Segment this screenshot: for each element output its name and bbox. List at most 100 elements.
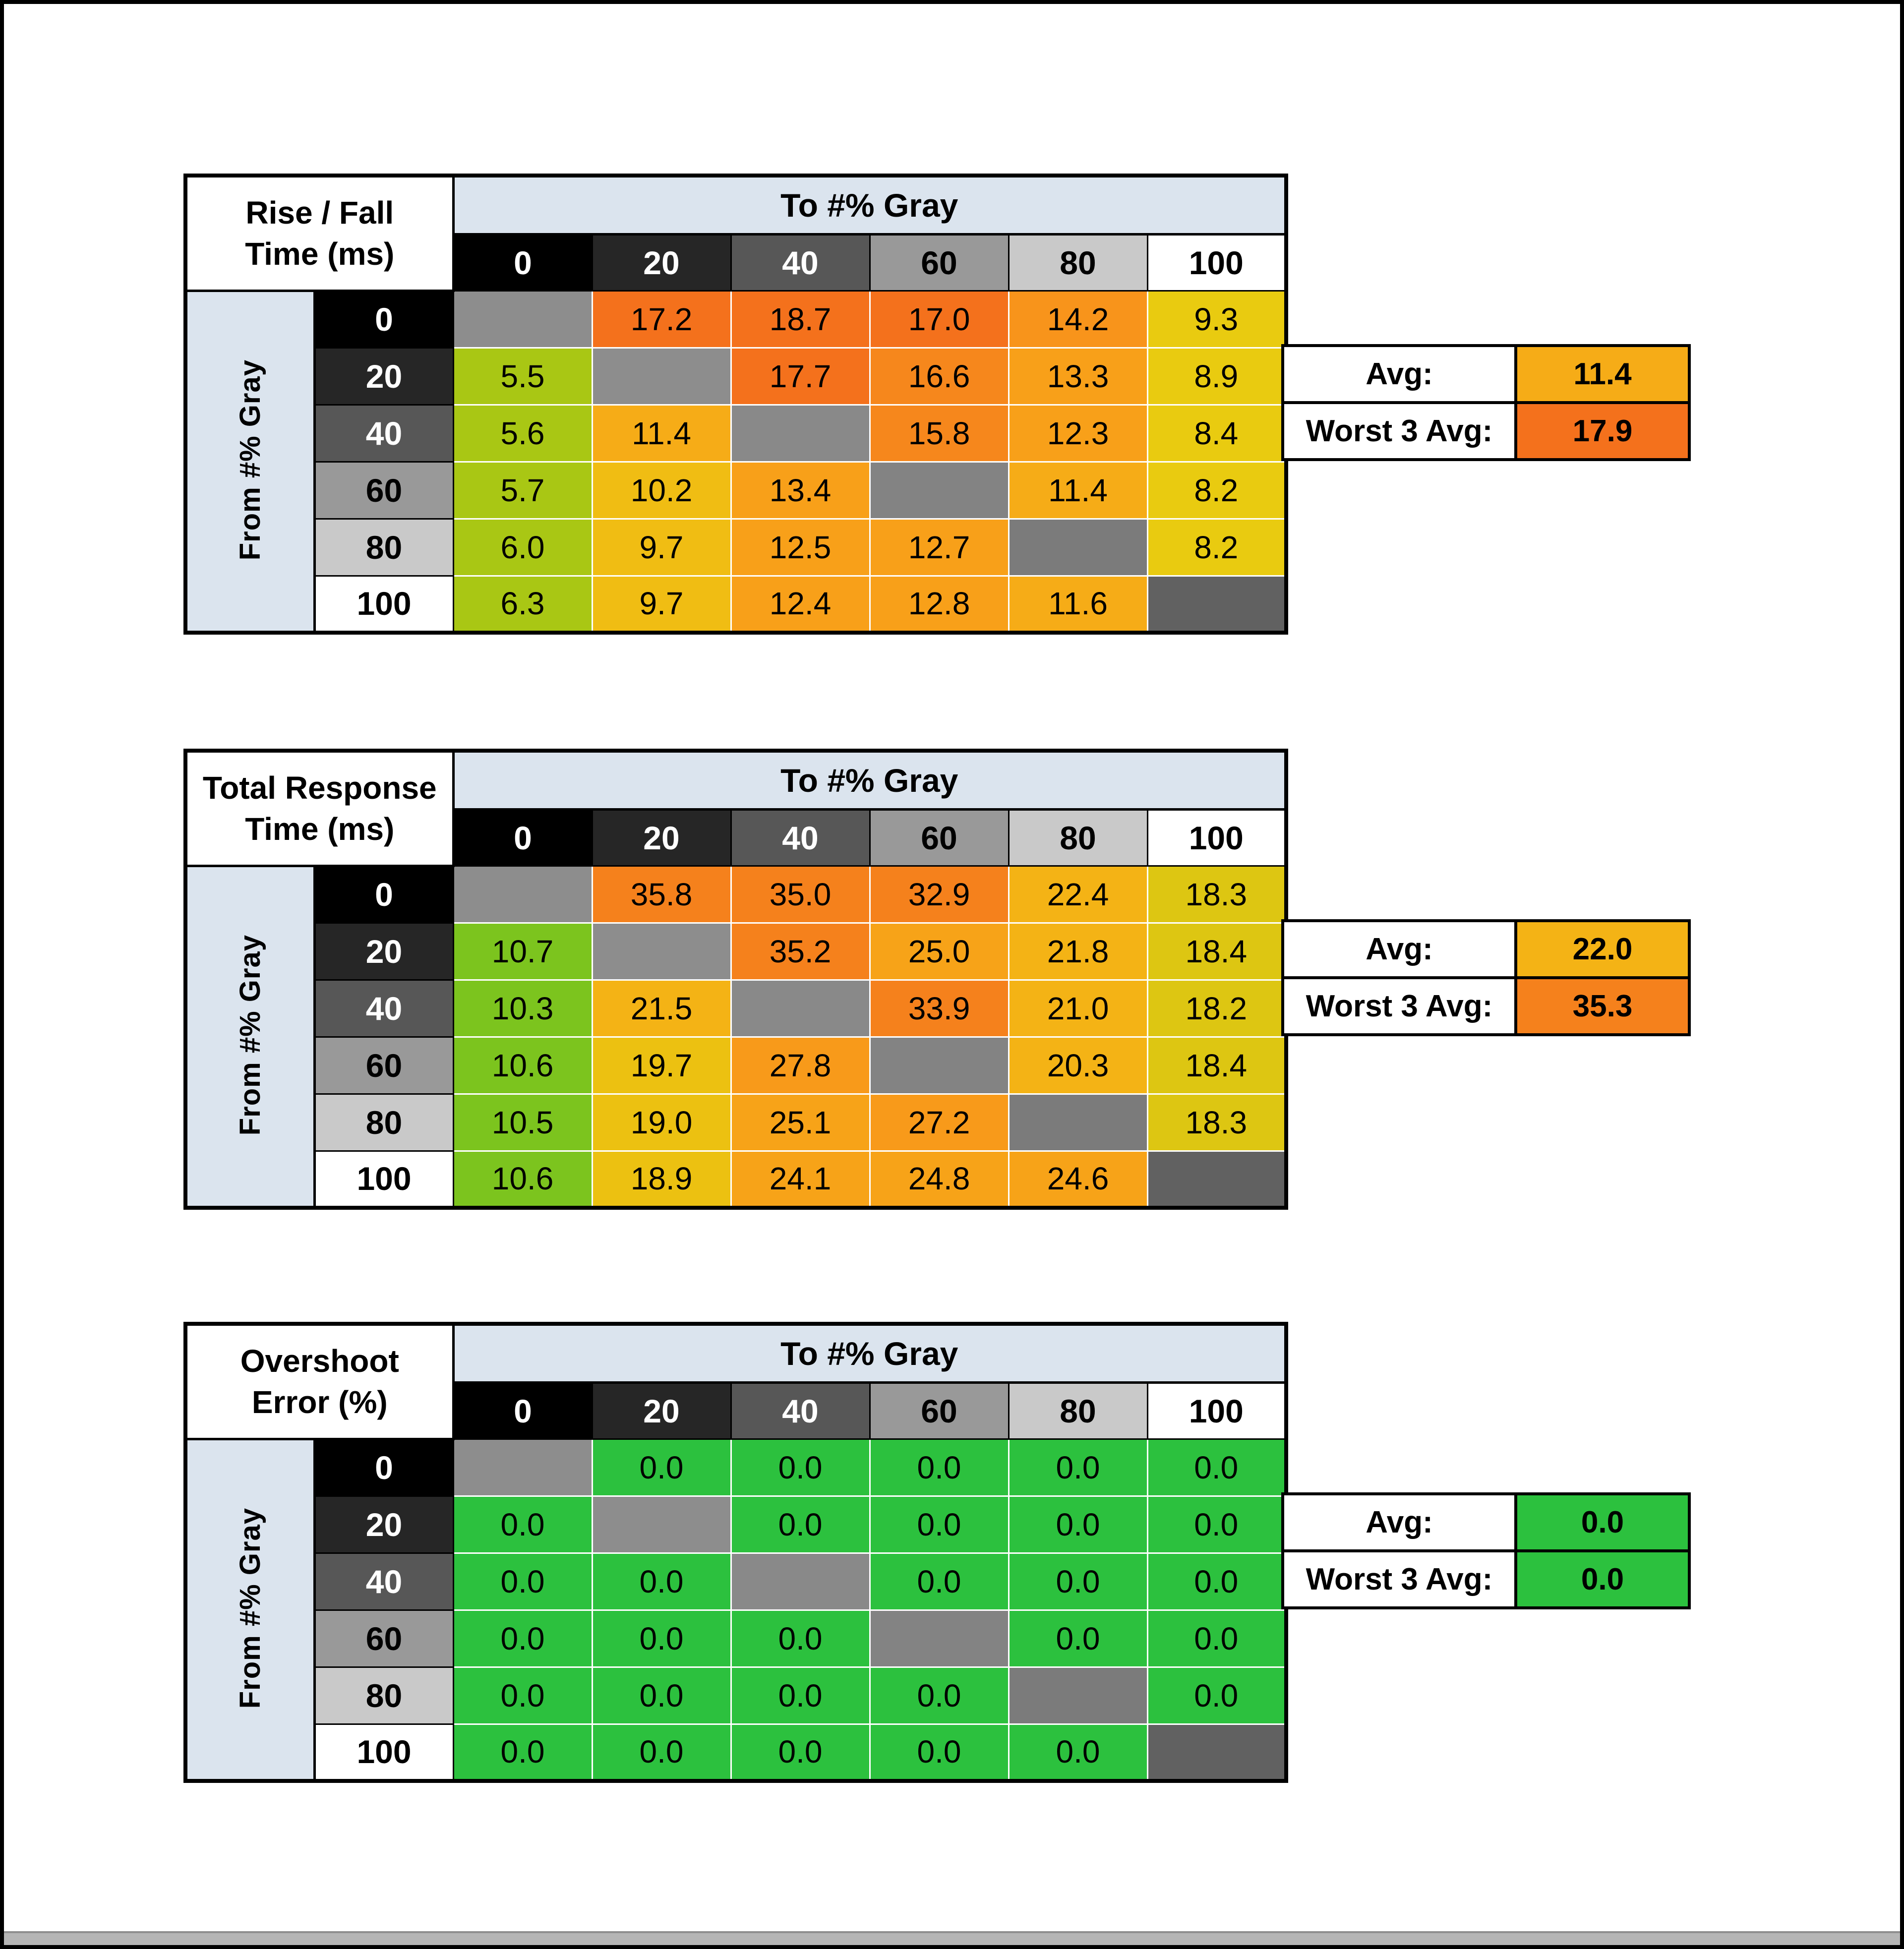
value-cell-20-to-100: 0.0 bbox=[1146, 1495, 1287, 1554]
value-cell-40-to-60: 15.8 bbox=[869, 404, 1010, 463]
value-cell-80-to-0: 0.0 bbox=[452, 1666, 593, 1725]
diagonal-blank-cell bbox=[1008, 518, 1148, 577]
value-cell-100-to-20: 0.0 bbox=[591, 1723, 732, 1782]
col-header-60: 60 bbox=[869, 808, 1010, 867]
column-header-row: 0 20 40 60 80 100 bbox=[185, 1381, 1287, 1440]
value-cell-80-to-60: 27.2 bbox=[869, 1093, 1010, 1152]
col-header-40: 40 bbox=[730, 808, 871, 867]
col-header-20: 20 bbox=[591, 233, 732, 292]
table-row-from-80: 80 0.0 0.0 0.0 0.0 0.0 bbox=[185, 1666, 1287, 1725]
value-cell-0-to-100: 18.3 bbox=[1146, 865, 1287, 924]
value-cell-40-to-20: 21.5 bbox=[591, 979, 732, 1038]
header-row-1: Overshoot Error (%) To #% Gray bbox=[184, 1322, 1288, 1440]
value-cell-60-to-0: 5.7 bbox=[452, 461, 593, 520]
diagonal-blank-cell bbox=[452, 865, 593, 924]
value-cell-100-to-60: 12.8 bbox=[869, 575, 1010, 634]
value-cell-60-to-100: 8.2 bbox=[1146, 461, 1287, 520]
value-cell-20-to-60: 0.0 bbox=[869, 1495, 1010, 1554]
from-gray-axis-cell: From #% Gray bbox=[184, 864, 316, 1209]
value-cell-60-to-40: 13.4 bbox=[730, 461, 871, 520]
col-header-100: 100 bbox=[1146, 808, 1287, 867]
value-cell-80-to-60: 12.7 bbox=[869, 518, 1010, 577]
value-cell-40-to-100: 18.2 bbox=[1146, 979, 1287, 1038]
value-cell-40-to-80: 12.3 bbox=[1008, 404, 1148, 463]
diagonal-blank-cell bbox=[591, 1495, 732, 1554]
diagonal-blank-cell bbox=[1146, 1723, 1287, 1782]
col-header-80: 80 bbox=[1008, 233, 1148, 292]
row-header-0: 0 bbox=[313, 290, 454, 349]
value-cell-60-to-20: 0.0 bbox=[591, 1609, 732, 1668]
diagonal-blank-cell bbox=[730, 404, 871, 463]
value-cell-20-to-80: 0.0 bbox=[1008, 1495, 1148, 1554]
value-cell-100-to-40: 12.4 bbox=[730, 575, 871, 634]
value-cell-100-to-0: 10.6 bbox=[452, 1150, 593, 1209]
table-title: Rise / Fall Time (ms) bbox=[184, 174, 455, 292]
worst-avg-row: Worst 3 Avg: 0.0 bbox=[1281, 1549, 1691, 1609]
table-row-from-100: 100 10.6 18.9 24.1 24.8 24.6 bbox=[185, 1150, 1287, 1209]
value-cell-80-to-40: 12.5 bbox=[730, 518, 871, 577]
value-cell-80-to-20: 0.0 bbox=[591, 1666, 732, 1725]
value-cell-20-to-100: 8.9 bbox=[1146, 347, 1287, 406]
diagonal-blank-cell bbox=[730, 1552, 871, 1611]
table-row-from-20: 20 0.0 0.0 0.0 0.0 0.0 bbox=[185, 1495, 1287, 1554]
row-header-40: 40 bbox=[313, 1552, 454, 1611]
header-row-1: Rise / Fall Time (ms) To #% Gray bbox=[184, 174, 1288, 292]
from-gray-axis-cell: From #% Gray bbox=[184, 1437, 316, 1782]
value-cell-60-to-80: 20.3 bbox=[1008, 1036, 1148, 1095]
value-cell-60-to-40: 27.8 bbox=[730, 1036, 871, 1095]
value-cell-20-to-0: 0.0 bbox=[452, 1495, 593, 1554]
value-cell-20-to-80: 13.3 bbox=[1008, 347, 1148, 406]
value-cell-60-to-80: 0.0 bbox=[1008, 1609, 1148, 1668]
value-cell-100-to-60: 0.0 bbox=[869, 1723, 1010, 1782]
from-gray-axis-label: From #% Gray bbox=[234, 935, 267, 1136]
value-cell-60-to-40: 0.0 bbox=[730, 1609, 871, 1668]
value-cell-80-to-40: 25.1 bbox=[730, 1093, 871, 1152]
overshoot-error-table-block: Overshoot Error (%) To #% Gray 0 20 40 60 80… bbox=[183, 1322, 1820, 1783]
col-header-100: 100 bbox=[1146, 233, 1287, 292]
row-header-20: 20 bbox=[313, 1495, 454, 1554]
value-cell-0-to-40: 0.0 bbox=[730, 1438, 871, 1497]
value-cell-20-to-0: 10.7 bbox=[452, 922, 593, 981]
row-header-20: 20 bbox=[313, 347, 454, 406]
rise-fall-time-table: Rise / Fall Time (ms) To #% Gray 0 20 40 60… bbox=[183, 174, 1289, 635]
row-header-20: 20 bbox=[313, 922, 454, 981]
row-header-40: 40 bbox=[313, 979, 454, 1038]
row-header-60: 60 bbox=[313, 1609, 454, 1668]
table-row-from-80: 80 6.0 9.7 12.5 12.7 8.2 bbox=[185, 518, 1287, 577]
value-cell-20-to-60: 25.0 bbox=[869, 922, 1010, 981]
value-cell-40-to-100: 0.0 bbox=[1146, 1552, 1287, 1611]
row-header-100: 100 bbox=[313, 1723, 454, 1782]
value-cell-0-to-60: 0.0 bbox=[869, 1438, 1010, 1497]
diagonal-blank-cell bbox=[1008, 1093, 1148, 1152]
value-cell-60-to-100: 0.0 bbox=[1146, 1609, 1287, 1668]
value-cell-80-to-100: 8.2 bbox=[1146, 518, 1287, 577]
value-cell-60-to-100: 18.4 bbox=[1146, 1036, 1287, 1095]
table-title: Total Response Time (ms) bbox=[184, 749, 455, 867]
worst-avg-label: Worst 3 Avg: bbox=[1281, 1549, 1517, 1609]
summary-box: Avg: 11.4 Worst 3 Avg: 17.9 bbox=[1281, 344, 1691, 461]
value-cell-0-to-100: 9.3 bbox=[1146, 290, 1287, 349]
value-cell-0-to-20: 35.8 bbox=[591, 865, 732, 924]
value-cell-0-to-40: 18.7 bbox=[730, 290, 871, 349]
total-response-time-table-block: Total Response Time (ms) To #% Gray 0 20 4… bbox=[183, 749, 1820, 1210]
summary-box: Avg: 22.0 Worst 3 Avg: 35.3 bbox=[1281, 919, 1691, 1036]
avg-value: 11.4 bbox=[1514, 344, 1691, 404]
value-cell-40-to-80: 21.0 bbox=[1008, 979, 1148, 1038]
value-cell-20-to-100: 18.4 bbox=[1146, 922, 1287, 981]
value-cell-80-to-20: 9.7 bbox=[591, 518, 732, 577]
value-cell-100-to-80: 11.6 bbox=[1008, 575, 1148, 634]
value-cell-80-to-100: 18.3 bbox=[1146, 1093, 1287, 1152]
table-row-from-0: From #% Gray 0 17.2 18.7 17.0 14.2 9.3 bbox=[184, 289, 1287, 634]
row-header-100: 100 bbox=[313, 1150, 454, 1209]
value-cell-20-to-40: 35.2 bbox=[730, 922, 871, 981]
value-cell-80-to-100: 0.0 bbox=[1146, 1666, 1287, 1725]
value-cell-100-to-80: 24.6 bbox=[1008, 1150, 1148, 1209]
col-header-80: 80 bbox=[1008, 808, 1148, 867]
value-cell-20-to-0: 5.5 bbox=[452, 347, 593, 406]
bottom-edge-strip bbox=[4, 1931, 1900, 1945]
diagonal-blank-cell bbox=[591, 347, 732, 406]
value-cell-100-to-20: 9.7 bbox=[591, 575, 732, 634]
value-cell-0-to-60: 32.9 bbox=[869, 865, 1010, 924]
table-title-line1: Rise / Fall bbox=[245, 194, 394, 231]
value-cell-100-to-40: 0.0 bbox=[730, 1723, 871, 1782]
